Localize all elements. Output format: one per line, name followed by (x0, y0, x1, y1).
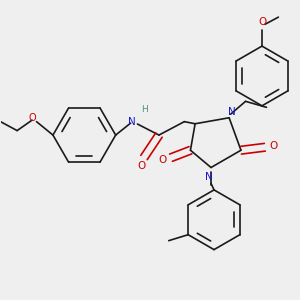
Text: O: O (28, 113, 36, 123)
Text: O: O (259, 17, 267, 27)
Text: O: O (270, 141, 278, 151)
Text: H: H (141, 105, 148, 114)
Text: N: N (228, 107, 236, 117)
Text: N: N (128, 117, 136, 127)
Text: N: N (205, 172, 212, 182)
Text: O: O (158, 155, 167, 165)
Text: O: O (137, 161, 146, 171)
